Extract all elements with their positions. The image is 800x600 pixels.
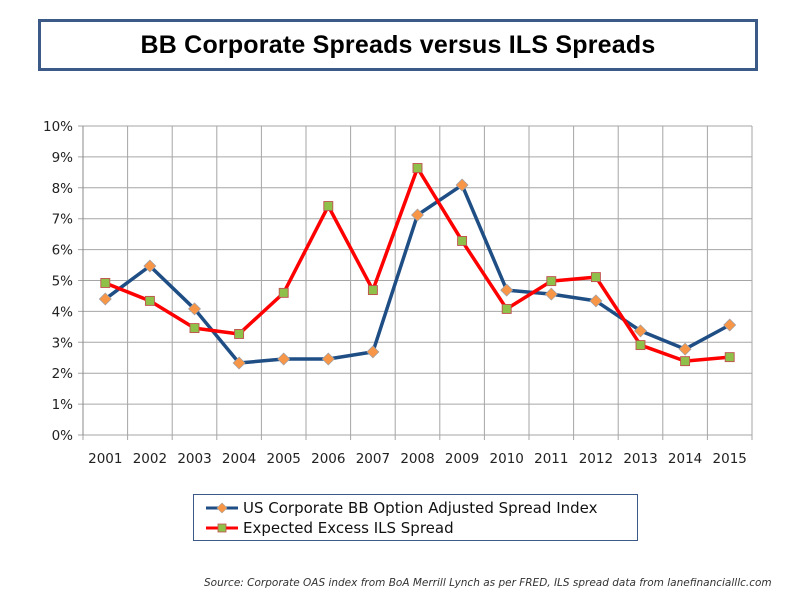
- data-point-ils-spread: [635, 340, 646, 351]
- series-markers: [98, 163, 737, 370]
- data-point-us-bb-oas: [544, 287, 558, 301]
- data-point-us-bb-oas: [366, 345, 380, 359]
- diamond-line-icon: [206, 502, 238, 514]
- x-tick-label: 2005: [267, 451, 301, 467]
- legend-label: Expected Excess ILS Spread: [243, 519, 454, 537]
- y-tick-label: 1%: [52, 397, 74, 413]
- data-point-us-bb-oas: [455, 178, 469, 192]
- legend-item-us-bb-oas: US Corporate BB Option Adjusted Spread I…: [204, 498, 598, 518]
- data-point-us-bb-oas: [321, 352, 335, 366]
- x-axis-ticks: 2001 2002 2003 2004 2005 2006 2007 2008 2009 2010…: [88, 451, 747, 467]
- data-point-us-bb-oas: [98, 292, 112, 306]
- data-point-ils-spread: [144, 295, 155, 306]
- chart-title-box: BB Corporate Spreads versus ILS Spreads: [38, 19, 758, 71]
- data-point-ils-spread: [590, 272, 601, 283]
- data-point-us-bb-oas: [678, 342, 692, 356]
- y-tick-label: 2%: [52, 366, 74, 382]
- x-tick-label: 2007: [356, 451, 390, 467]
- data-point-us-bb-oas: [277, 352, 291, 366]
- legend-label: US Corporate BB Option Adjusted Spread I…: [243, 499, 598, 517]
- x-tick-label: 2010: [490, 451, 524, 467]
- x-tick-label: 2006: [311, 451, 345, 467]
- y-tick-label: 10%: [43, 119, 73, 135]
- data-point-ils-spread: [323, 201, 334, 211]
- data-point-ils-spread: [724, 352, 735, 363]
- data-point-us-bb-oas: [723, 318, 737, 332]
- square-line-icon: [206, 523, 238, 533]
- data-point-us-bb-oas: [188, 302, 201, 316]
- y-tick-label: 9%: [52, 150, 74, 166]
- legend-item-ils-spread: Expected Excess ILS Spread: [204, 518, 454, 538]
- x-tick-label: 2013: [623, 451, 657, 467]
- y-axis-ticks: 0% 1% 2% 3% 4% 5% 6% 7% 8% 9% 10%: [43, 119, 73, 444]
- data-point-ils-spread: [412, 163, 423, 173]
- data-point-us-bb-oas: [143, 259, 157, 273]
- x-tick-label: 2014: [668, 451, 702, 467]
- x-tick-label: 2001: [88, 451, 122, 467]
- data-point-ils-spread: [546, 276, 557, 287]
- x-tick-label: 2003: [177, 451, 211, 467]
- data-point-us-bb-oas: [232, 356, 246, 370]
- x-tick-label: 2008: [400, 451, 434, 467]
- data-point-ils-spread: [367, 285, 378, 296]
- y-tick-label: 7%: [52, 212, 74, 228]
- x-tick-label: 2009: [445, 451, 479, 467]
- data-point-us-bb-oas: [589, 294, 603, 308]
- data-point-us-bb-oas: [411, 208, 424, 222]
- y-tick-label: 8%: [52, 181, 74, 197]
- data-point-ils-spread: [100, 278, 111, 288]
- x-tick-label: 2015: [713, 451, 747, 467]
- data-point-us-bb-oas: [634, 324, 647, 338]
- data-point-ils-spread: [278, 287, 289, 298]
- data-point-ils-spread: [234, 329, 245, 339]
- y-tick-label: 4%: [52, 304, 74, 320]
- y-tick-label: 6%: [52, 243, 74, 259]
- x-tick-label: 2011: [534, 451, 568, 467]
- legend: US Corporate BB Option Adjusted Spread I…: [193, 494, 638, 541]
- data-point-ils-spread: [680, 356, 691, 367]
- data-point-us-bb-oas: [500, 283, 514, 297]
- chart-title: BB Corporate Spreads versus ILS Spreads: [140, 30, 656, 59]
- x-tick-label: 2012: [579, 451, 613, 467]
- y-tick-label: 5%: [52, 274, 74, 290]
- data-point-ils-spread: [501, 303, 512, 314]
- series-lines: [104, 166, 731, 365]
- y-tick-label: 0%: [52, 428, 74, 444]
- y-tick-label: 3%: [52, 335, 74, 351]
- x-tick-label: 2004: [222, 451, 256, 467]
- x-tick-label: 2002: [133, 451, 167, 467]
- source-note: Source: Corporate OAS index from BoA Mer…: [204, 577, 772, 589]
- data-point-ils-spread: [457, 235, 468, 246]
- data-point-ils-spread: [189, 323, 200, 334]
